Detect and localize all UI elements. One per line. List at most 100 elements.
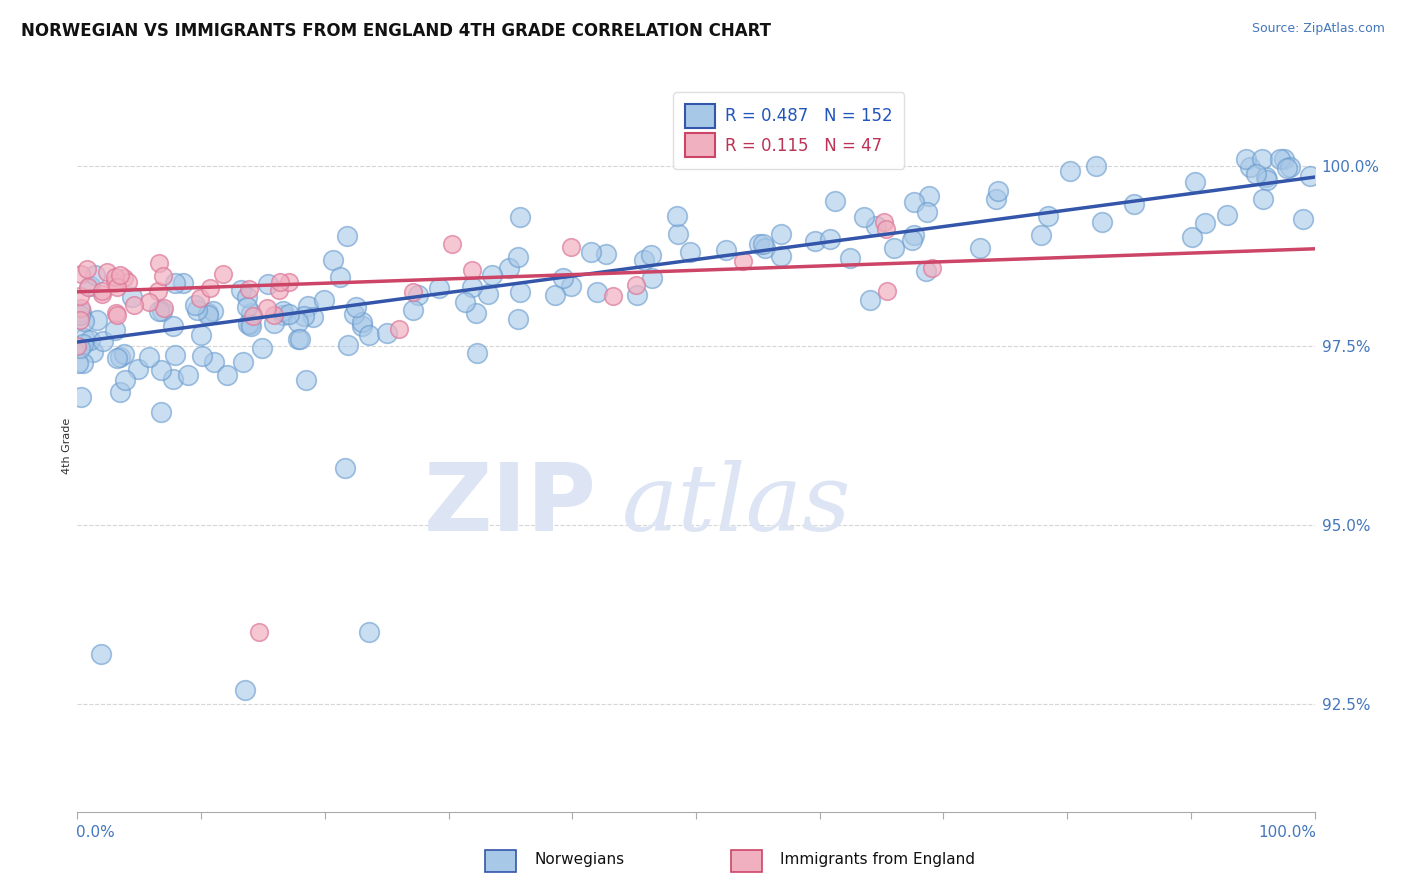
Point xyxy=(441,237,464,252)
Point xyxy=(165,276,187,290)
Point xyxy=(747,237,769,252)
Point xyxy=(401,302,423,317)
Point xyxy=(108,350,131,364)
Point xyxy=(917,204,939,219)
Point xyxy=(150,405,173,419)
Point xyxy=(359,625,381,640)
Point xyxy=(602,289,624,303)
Point xyxy=(91,334,114,348)
Point xyxy=(138,295,160,310)
Point xyxy=(104,270,127,285)
Point xyxy=(544,287,567,301)
Point xyxy=(824,194,846,208)
Point xyxy=(509,210,531,224)
Point xyxy=(184,298,207,312)
Point xyxy=(72,336,94,351)
Point xyxy=(560,278,582,293)
Point xyxy=(190,328,212,343)
Point xyxy=(70,301,93,315)
Point xyxy=(679,244,702,259)
Point xyxy=(1272,152,1295,166)
Point xyxy=(1123,196,1146,211)
Point xyxy=(344,300,367,314)
Point xyxy=(921,260,943,275)
Point xyxy=(215,368,238,383)
Point xyxy=(177,368,200,382)
Point xyxy=(198,281,221,295)
Point xyxy=(1091,214,1114,228)
Y-axis label: 4th Grade: 4th Grade xyxy=(62,417,72,475)
Point xyxy=(121,289,143,303)
Point xyxy=(96,265,118,279)
Point xyxy=(152,304,174,318)
Point xyxy=(754,241,776,255)
Point xyxy=(1244,167,1267,181)
Point xyxy=(328,270,350,285)
Point xyxy=(69,308,91,322)
Point xyxy=(233,682,256,697)
Point xyxy=(271,303,294,318)
Point xyxy=(201,304,224,318)
Point xyxy=(152,268,174,283)
Point xyxy=(873,215,896,229)
Point xyxy=(238,282,260,296)
Legend: R = 0.487   N = 152, R = 0.115   N = 47: R = 0.487 N = 152, R = 0.115 N = 47 xyxy=(673,92,904,169)
Point xyxy=(1279,160,1302,174)
Point xyxy=(257,277,280,291)
Point xyxy=(579,244,602,259)
Point xyxy=(110,268,132,282)
Point xyxy=(202,355,225,369)
Point xyxy=(108,385,131,400)
Point xyxy=(236,318,259,332)
Point xyxy=(1251,152,1274,166)
Point xyxy=(148,256,170,270)
Point xyxy=(112,271,135,285)
Point xyxy=(838,251,860,265)
Point xyxy=(969,241,991,255)
Point xyxy=(883,241,905,255)
Point xyxy=(66,356,89,370)
Point xyxy=(162,372,184,386)
Point xyxy=(901,233,924,247)
Point xyxy=(236,300,259,314)
Point xyxy=(278,275,301,289)
Point xyxy=(76,262,98,277)
Point xyxy=(751,236,773,251)
Point xyxy=(294,373,316,387)
Point xyxy=(105,279,128,293)
Point xyxy=(70,268,93,282)
Point xyxy=(197,308,219,322)
Point xyxy=(162,318,184,333)
Point xyxy=(770,249,793,263)
Text: atlas: atlas xyxy=(621,459,851,549)
Point xyxy=(191,350,214,364)
Point xyxy=(453,295,475,310)
Point xyxy=(984,192,1007,206)
Point xyxy=(232,355,254,369)
Point xyxy=(240,319,263,334)
Point xyxy=(236,290,259,304)
Point xyxy=(918,189,941,203)
Point xyxy=(239,306,262,320)
Point xyxy=(263,316,285,330)
Point xyxy=(197,306,219,320)
Point xyxy=(427,281,450,295)
Point xyxy=(83,268,105,282)
Point xyxy=(352,319,374,334)
Point xyxy=(641,270,664,285)
Point xyxy=(127,362,149,376)
Point xyxy=(1084,159,1107,173)
Point xyxy=(1059,163,1081,178)
Point xyxy=(1256,172,1278,186)
Point xyxy=(915,263,938,277)
Point xyxy=(69,313,91,327)
Point xyxy=(271,308,294,322)
Text: Source: ZipAtlas.com: Source: ZipAtlas.com xyxy=(1251,22,1385,36)
Point xyxy=(278,307,301,321)
Point xyxy=(509,285,531,299)
Text: NORWEGIAN VS IMMIGRANTS FROM ENGLAND 4TH GRADE CORRELATION CHART: NORWEGIAN VS IMMIGRANTS FROM ENGLAND 4TH… xyxy=(21,22,770,40)
Point xyxy=(90,287,112,301)
Point xyxy=(633,252,655,267)
Point xyxy=(186,303,208,318)
Point xyxy=(172,276,194,290)
